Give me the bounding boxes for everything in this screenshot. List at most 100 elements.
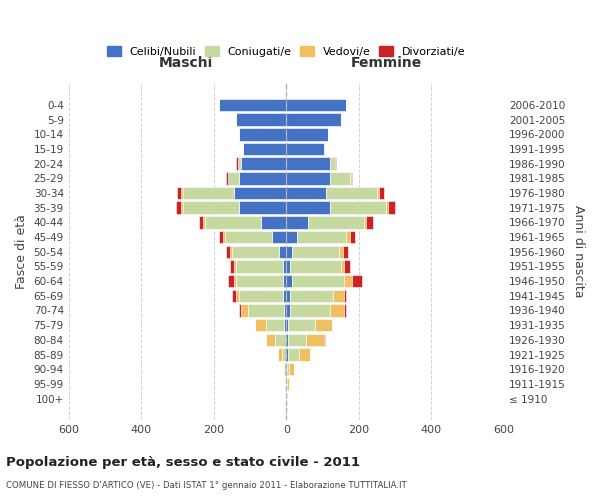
Bar: [366, 216, 373, 228]
Bar: [344, 290, 346, 302]
Bar: [286, 275, 292, 287]
Bar: [286, 246, 292, 258]
Bar: [346, 231, 350, 243]
Bar: [282, 348, 286, 361]
Bar: [285, 378, 286, 390]
Bar: [243, 142, 286, 155]
Bar: [290, 260, 341, 272]
Bar: [299, 348, 310, 361]
Bar: [232, 246, 279, 258]
Text: Maschi: Maschi: [159, 56, 214, 70]
Bar: [330, 158, 335, 170]
Bar: [236, 275, 283, 287]
Bar: [308, 216, 364, 228]
Bar: [297, 231, 346, 243]
Bar: [326, 187, 377, 199]
Bar: [239, 290, 283, 302]
Bar: [286, 304, 290, 316]
Bar: [266, 319, 284, 332]
Bar: [183, 202, 239, 214]
Bar: [386, 202, 388, 214]
Bar: [284, 304, 286, 316]
Legend: Celibi/Nubili, Coniugati/e, Vedovi/e, Divorziati/e: Celibi/Nubili, Coniugati/e, Vedovi/e, Di…: [103, 42, 470, 62]
Bar: [236, 158, 238, 170]
Bar: [286, 114, 341, 126]
Bar: [344, 304, 346, 316]
Bar: [350, 231, 355, 243]
Bar: [224, 231, 272, 243]
Bar: [248, 304, 284, 316]
Bar: [286, 378, 287, 390]
Bar: [286, 216, 308, 228]
Bar: [286, 187, 326, 199]
Bar: [234, 260, 236, 272]
Bar: [239, 172, 286, 184]
Bar: [234, 275, 236, 287]
Bar: [334, 290, 344, 302]
Bar: [292, 275, 344, 287]
Bar: [230, 260, 234, 272]
Bar: [287, 363, 289, 376]
Bar: [290, 304, 330, 316]
Bar: [286, 290, 290, 302]
Bar: [286, 260, 290, 272]
Bar: [236, 260, 283, 272]
Bar: [286, 98, 346, 111]
Bar: [232, 290, 236, 302]
Bar: [287, 378, 289, 390]
Bar: [219, 231, 223, 243]
Bar: [223, 231, 224, 243]
Bar: [236, 114, 286, 126]
Bar: [286, 363, 287, 376]
Bar: [239, 128, 286, 140]
Bar: [230, 246, 232, 258]
Bar: [266, 334, 275, 346]
Bar: [330, 202, 386, 214]
Bar: [236, 290, 239, 302]
Bar: [352, 275, 362, 287]
Bar: [335, 158, 336, 170]
Bar: [350, 172, 352, 184]
Bar: [284, 363, 286, 376]
Text: Femmine: Femmine: [351, 56, 422, 70]
Bar: [286, 158, 330, 170]
Bar: [343, 246, 348, 258]
Bar: [279, 246, 286, 258]
Bar: [377, 187, 379, 199]
Bar: [226, 246, 230, 258]
Bar: [286, 319, 288, 332]
Bar: [219, 98, 286, 111]
Bar: [388, 202, 395, 214]
Bar: [181, 202, 183, 214]
Bar: [241, 304, 248, 316]
Bar: [341, 260, 344, 272]
Bar: [364, 216, 366, 228]
Bar: [256, 319, 266, 332]
Bar: [272, 231, 286, 243]
Bar: [241, 158, 286, 170]
Bar: [178, 187, 181, 199]
Bar: [205, 216, 261, 228]
Bar: [278, 348, 282, 361]
Bar: [239, 304, 241, 316]
Bar: [181, 187, 183, 199]
Bar: [288, 348, 299, 361]
Bar: [286, 202, 330, 214]
Bar: [239, 202, 286, 214]
Bar: [183, 187, 234, 199]
Bar: [286, 142, 325, 155]
Bar: [290, 290, 334, 302]
Bar: [228, 275, 234, 287]
Bar: [228, 172, 239, 184]
Bar: [286, 231, 297, 243]
Bar: [203, 216, 205, 228]
Bar: [306, 334, 325, 346]
Bar: [176, 202, 181, 214]
Bar: [199, 216, 203, 228]
Text: Popolazione per età, sesso e stato civile - 2011: Popolazione per età, sesso e stato civil…: [6, 456, 360, 469]
Bar: [284, 319, 286, 332]
Bar: [330, 172, 350, 184]
Bar: [292, 246, 339, 258]
Bar: [283, 260, 286, 272]
Bar: [316, 319, 332, 332]
